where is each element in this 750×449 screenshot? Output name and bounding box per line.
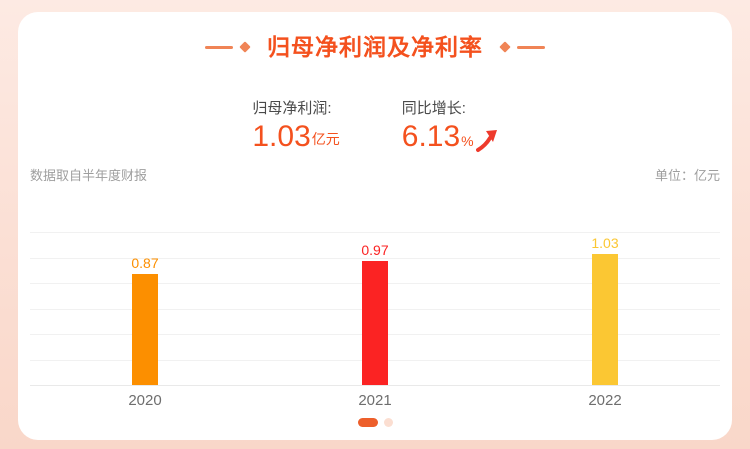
bar-2021	[362, 261, 388, 385]
bar-value-label-2020: 0.87	[131, 255, 159, 272]
bar-value-label-2022: 1.03	[591, 234, 619, 251]
stat-yoy-growth-unit: %	[461, 133, 474, 149]
stat-yoy-growth: 同比增长: 6.13 %	[402, 97, 498, 153]
stat-net-profit: 归母净利润: 1.03 亿元	[252, 97, 339, 153]
chart-baseline	[30, 385, 720, 386]
data-source-note: 数据取自半年度财报	[30, 168, 148, 183]
stat-net-profit-value: 1.03	[252, 120, 311, 153]
section-title: 归母净利润及净利率	[267, 34, 483, 60]
bar-2022	[592, 253, 618, 385]
stats-row: 归母净利润: 1.03 亿元 同比增长: 6.13 %	[18, 97, 732, 153]
stat-yoy-growth-value-row: 6.13 %	[402, 121, 498, 153]
bar-slot-2021: 0.97	[260, 232, 490, 385]
x-axis-label-2020: 2020	[128, 392, 162, 409]
title-decoration-line-right	[517, 45, 545, 49]
stat-yoy-growth-value: 6.13	[401, 120, 461, 153]
pagination-dot-1[interactable]	[383, 418, 393, 427]
stat-net-profit-unit: 亿元	[311, 131, 340, 147]
bar-2020	[132, 274, 158, 385]
chart-bars: 0.87 0.97 1.03	[30, 232, 720, 385]
stat-net-profit-label: 归母净利润:	[252, 100, 332, 117]
chart-meta-row: 数据取自半年度财报 单位：亿元	[30, 165, 720, 184]
x-axis-label-2022: 2022	[588, 392, 622, 409]
stat-net-profit-value-row: 1.03 亿元	[252, 121, 339, 153]
carousel-pagination	[18, 418, 732, 427]
unit-note: 单位：亿元	[654, 168, 720, 183]
bar-slot-2020: 0.87	[30, 232, 260, 385]
bar-chart-plot-area: 0.87 0.97 1.03	[30, 232, 720, 386]
section-header: 归母净利润及净利率	[18, 34, 732, 60]
gridline	[30, 257, 720, 259]
x-axis-label-2021: 2021	[358, 392, 392, 409]
trend-up-arrow-icon	[475, 129, 498, 153]
gridline	[30, 232, 720, 233]
bar-value-label-2021: 0.97	[361, 242, 389, 259]
title-decoration-line-left	[205, 45, 233, 49]
chart-card: 归母净利润及净利率 归母净利润: 1.03 亿元 同比增长: 6.13 %	[18, 12, 732, 440]
bar-slot-2022: 1.03	[490, 232, 720, 385]
stat-yoy-growth-label: 同比增长:	[401, 100, 466, 117]
chart-x-axis-labels: 2020 2021 2022	[30, 392, 720, 409]
title-decoration-diamond-left	[239, 41, 251, 53]
pagination-dot-active[interactable]	[357, 418, 378, 427]
title-decoration-diamond-right	[499, 41, 511, 53]
